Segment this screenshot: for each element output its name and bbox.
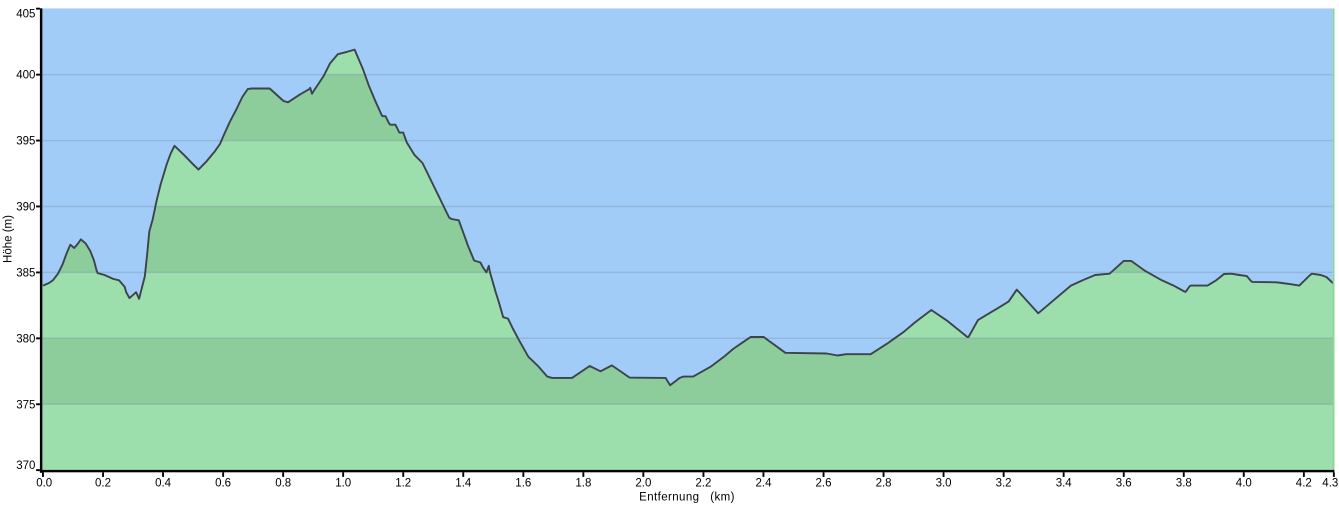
svg-text:375: 375 — [16, 399, 35, 411]
svg-text:2.8: 2.8 — [876, 477, 892, 489]
svg-text:370: 370 — [16, 460, 35, 472]
svg-text:3.0: 3.0 — [936, 477, 952, 489]
svg-text:Höhe (m): Höhe (m) — [3, 215, 15, 263]
svg-text:0.8: 0.8 — [275, 477, 291, 489]
svg-text:1.0: 1.0 — [335, 477, 351, 489]
svg-text:0.2: 0.2 — [95, 477, 111, 489]
svg-text:3.6: 3.6 — [1116, 477, 1132, 489]
svg-text:2.6: 2.6 — [816, 477, 832, 489]
svg-text:1.6: 1.6 — [515, 477, 531, 489]
svg-text:380: 380 — [16, 333, 35, 345]
svg-text:4.2: 4.2 — [1296, 477, 1312, 489]
svg-text:0.6: 0.6 — [215, 477, 231, 489]
svg-text:1.2: 1.2 — [395, 477, 411, 489]
svg-text:3.4: 3.4 — [1056, 477, 1073, 489]
svg-text:Entfernung (km): Entfernung (km) — [639, 491, 735, 503]
svg-text:3.2: 3.2 — [996, 477, 1012, 489]
svg-text:395: 395 — [16, 136, 35, 148]
svg-text:405: 405 — [16, 8, 35, 20]
svg-text:2.0: 2.0 — [635, 477, 651, 489]
svg-text:1.4: 1.4 — [455, 477, 472, 489]
svg-text:400: 400 — [16, 70, 35, 82]
svg-text:3.8: 3.8 — [1176, 477, 1192, 489]
svg-text:390: 390 — [16, 202, 35, 214]
svg-text:0.0: 0.0 — [36, 477, 52, 489]
svg-text:4.0: 4.0 — [1236, 477, 1252, 489]
svg-text:1.8: 1.8 — [575, 477, 591, 489]
svg-text:385: 385 — [16, 268, 35, 280]
svg-text:2.2: 2.2 — [695, 477, 711, 489]
svg-text:0.4: 0.4 — [155, 477, 172, 489]
svg-text:2.4: 2.4 — [756, 477, 773, 489]
svg-text:4.3: 4.3 — [1322, 477, 1338, 489]
